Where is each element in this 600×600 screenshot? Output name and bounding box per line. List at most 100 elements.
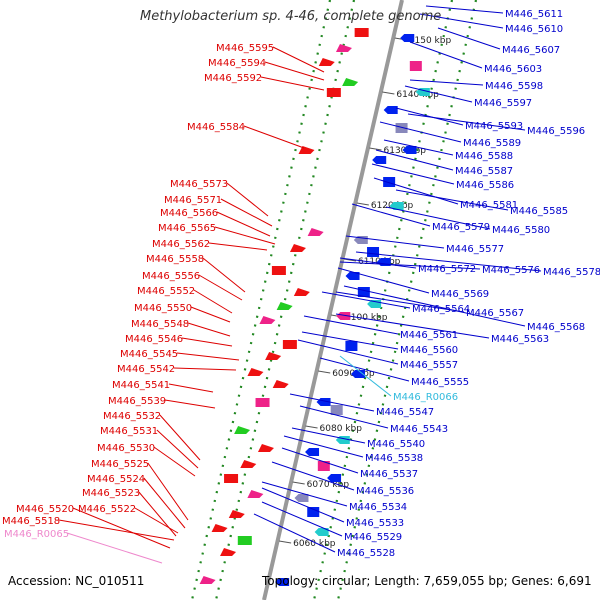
leader-line — [419, 13, 504, 29]
gene-label-right: M446_5593 — [465, 121, 523, 132]
leader-line — [143, 477, 186, 529]
forward-gene-arrow — [293, 288, 310, 296]
gene-label-right: M446_5588 — [455, 151, 513, 162]
gene-label-left: M446_5531 — [100, 426, 158, 437]
forward-gene-block — [271, 266, 286, 275]
forward-gene-arrow — [247, 490, 264, 498]
leader-line — [291, 427, 366, 444]
reverse-gene-arrow — [305, 448, 320, 456]
gene-label-right: M446_5611 — [505, 9, 563, 20]
leader-line — [425, 5, 504, 14]
gene-label-left: M446_5595 — [216, 43, 274, 54]
gene-label-left: M446_5545 — [120, 349, 178, 360]
leader-line — [437, 27, 501, 50]
leader-line — [339, 355, 392, 397]
reverse-gene-arrow — [294, 494, 309, 502]
gene-label-right: M446_5581 — [460, 200, 518, 211]
leader-line — [226, 182, 269, 217]
reverse-gene-arrow — [402, 146, 417, 154]
dotted-track — [190, 0, 332, 600]
leader-line — [202, 257, 246, 293]
gene-label-left: M446_5565 — [158, 223, 216, 234]
gene-label-left: M446_5532 — [103, 411, 161, 422]
gene-label-right: M446_5557 — [400, 360, 458, 371]
gene-label-left: M446_R0065 — [4, 529, 69, 540]
reverse-gene-arrow — [345, 272, 360, 280]
reverse-gene-block — [367, 247, 380, 257]
gene-label-right: M446_5534 — [349, 502, 407, 513]
tick-label: 6080 kbp — [320, 424, 363, 434]
leader-line — [173, 367, 237, 371]
forward-gene-arrow — [265, 352, 282, 360]
leader-line — [253, 513, 336, 553]
leader-line — [375, 149, 454, 171]
reverse-gene-arrow — [336, 312, 351, 320]
reverse-gene-block — [307, 507, 320, 517]
gene-label-right: M446_5607 — [502, 45, 560, 56]
gene-label-right: M446_5563 — [491, 334, 549, 345]
leader-line — [385, 206, 491, 230]
reverse-gene-block — [330, 405, 343, 415]
forward-gene-arrow — [342, 78, 359, 86]
leader-line — [371, 163, 455, 185]
gene-label-right: M446_5529 — [344, 532, 402, 543]
gene-label-right: M446_5561 — [400, 330, 458, 341]
tick-mark — [292, 481, 305, 485]
leader-line — [214, 226, 276, 245]
tick-mark — [305, 425, 318, 429]
reverse-gene-block — [317, 461, 330, 471]
leader-line — [193, 289, 233, 314]
gene-label-right: M446_5572 — [418, 264, 476, 275]
leader-line — [303, 315, 399, 335]
reverse-gene-arrow — [415, 88, 430, 96]
gene-label-left: M446_5525 — [91, 459, 149, 470]
gene-label-right: M446_5528 — [337, 548, 395, 559]
reverse-gene-block — [357, 287, 370, 297]
gene-label-right: M446_5587 — [455, 166, 513, 177]
forward-gene-block — [282, 340, 297, 349]
leader-line — [404, 85, 473, 103]
leader-line — [281, 447, 359, 474]
gene-label-left: M446_5542 — [117, 364, 175, 375]
leader-line — [355, 251, 542, 272]
gene-label-right: M446_5533 — [346, 518, 404, 529]
gene-label-left: M446_5523 — [82, 488, 140, 499]
leader-line — [261, 481, 348, 507]
forward-gene-arrow — [211, 524, 228, 532]
gene-label-right: M446_5538 — [365, 453, 423, 464]
forward-gene-block — [354, 28, 369, 37]
gene-label-left: M446_5558 — [146, 254, 204, 265]
reverse-gene-block — [395, 123, 408, 133]
accession-text: Accession: NC_010511 — [8, 574, 145, 588]
leader-line — [216, 211, 271, 237]
forward-gene-arrow — [289, 244, 306, 252]
leader-line — [187, 322, 231, 337]
reverse-gene-block — [345, 341, 358, 351]
forward-gene-arrow — [272, 380, 289, 388]
forward-gene-arrow — [307, 228, 324, 236]
forward-gene-arrow — [298, 146, 315, 154]
tick-label: 6060 kbp — [293, 539, 336, 549]
gene-label-left: M446_5550 — [134, 303, 192, 314]
gene-label-left: M446_5552 — [137, 286, 195, 297]
leader-line — [271, 461, 355, 491]
gene-label-right: M446_5537 — [360, 469, 418, 480]
dotted-track — [312, 0, 454, 600]
leader-line — [351, 203, 431, 227]
forward-gene-arrow — [234, 426, 251, 434]
reverse-gene-arrow — [275, 578, 290, 586]
gene-labels: M446_5595 M446_5594 M446_5592 M446_5584 M446… — [2, 9, 600, 559]
leader-line — [134, 507, 179, 534]
leader-line — [220, 198, 273, 227]
gene-label-left: M446_5562 — [152, 239, 210, 250]
forward-gene-arrow — [247, 368, 264, 376]
leader-line — [395, 189, 509, 211]
reverse-gene-arrow — [383, 106, 398, 114]
gene-label-right: M446_5598 — [485, 81, 543, 92]
leader-line — [337, 267, 430, 294]
tick-label: 6100 kbp — [345, 313, 388, 323]
leader-line — [261, 501, 343, 537]
genome-backbone — [262, 0, 404, 600]
gene-label-right: M446_5603 — [484, 64, 542, 75]
forward-gene-arrow — [257, 444, 274, 452]
